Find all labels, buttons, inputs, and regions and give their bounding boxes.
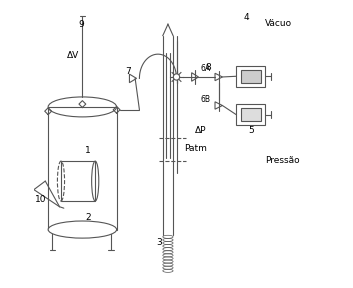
Bar <box>237 104 265 126</box>
Text: 6A: 6A <box>200 64 210 73</box>
Text: 6B: 6B <box>200 95 210 104</box>
Text: 8: 8 <box>205 63 211 72</box>
Bar <box>241 70 261 83</box>
Text: 9: 9 <box>78 20 84 29</box>
Text: ΔP: ΔP <box>195 126 207 134</box>
Text: 1: 1 <box>85 145 91 155</box>
Circle shape <box>173 74 180 80</box>
Text: 2: 2 <box>85 213 91 221</box>
Text: Vácuo: Vácuo <box>265 19 292 28</box>
Bar <box>48 107 116 230</box>
Bar <box>61 161 95 201</box>
Text: 7: 7 <box>125 67 131 76</box>
Text: 4: 4 <box>244 13 249 22</box>
Bar <box>241 108 261 121</box>
Text: 5: 5 <box>248 126 253 134</box>
Ellipse shape <box>48 221 116 238</box>
Text: 3: 3 <box>156 238 162 247</box>
Text: Patm: Patm <box>184 144 207 153</box>
Bar <box>237 66 265 87</box>
Text: ΔV: ΔV <box>67 52 79 60</box>
Text: 10: 10 <box>35 196 47 204</box>
Text: Pressão: Pressão <box>265 156 300 164</box>
